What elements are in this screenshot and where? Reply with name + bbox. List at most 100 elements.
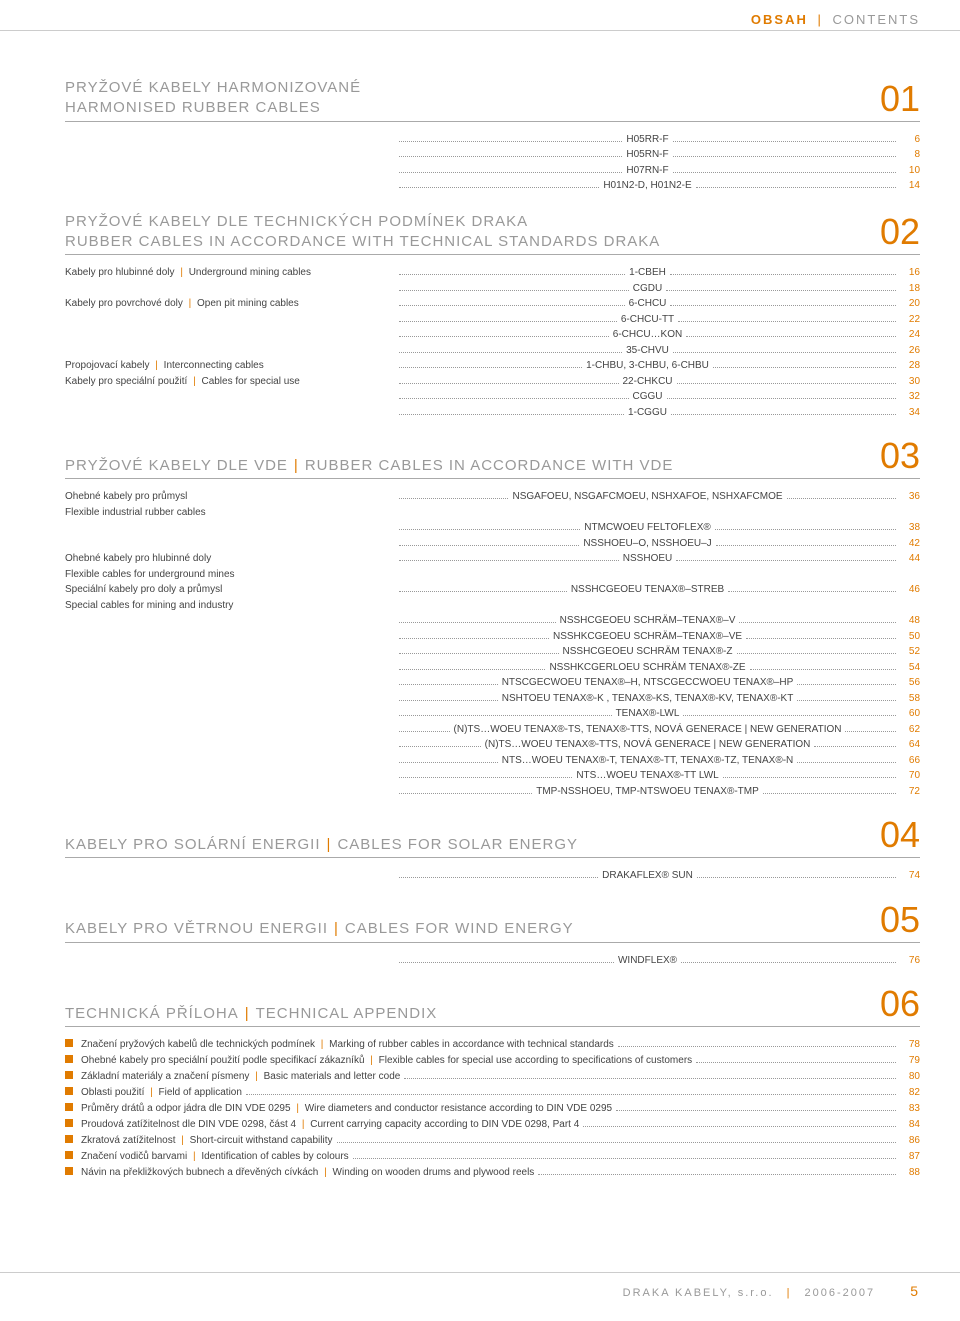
toc-product: 1-CGGU xyxy=(628,405,667,421)
bullet-icon xyxy=(65,1151,73,1159)
toc-product: (N)TS…WOEU TENAX®-TTS, NOVÁ GENERACE | N… xyxy=(485,737,811,753)
toc-product: (N)TS…WOEU TENAX®-TS, TENAX®-TTS, NOVÁ G… xyxy=(454,722,842,738)
section-number: 03 xyxy=(870,438,920,476)
toc-page: 22 xyxy=(900,312,920,328)
appendix-page: 87 xyxy=(900,1149,920,1165)
toc-line: Kabely pro hlubinné doly | Underground m… xyxy=(65,265,920,281)
toc-product: NSSHCGEOEU SCHRÄM TENAX®-Z xyxy=(563,644,733,660)
toc-line: NTS…WOEU TENAX®-T, TENAX®-TT, TENAX®-TZ,… xyxy=(65,753,920,769)
toc-line: Kabely pro povrchové doly | Open pit min… xyxy=(65,296,920,312)
toc-line: H05RR-F6 xyxy=(65,132,920,148)
toc-line: H05RN-F 8 xyxy=(65,147,920,163)
appendix-line: Základní materiály a značení písmeny | B… xyxy=(65,1069,920,1085)
toc-line: NSSHKCGERLOEU SCHRÄM TENAX®-ZE 54 xyxy=(65,660,920,676)
toc-left-sub: Special cables for mining and industry xyxy=(65,598,395,614)
toc-page: 32 xyxy=(900,389,920,405)
section-number: 04 xyxy=(870,817,920,855)
section-header: KABELY PRO VĚTRNOU ENERGII|CABLES FOR WI… xyxy=(65,902,920,940)
toc-product: TMP-NSSHOEU, TMP-NTSWOEU TENAX®-TMP xyxy=(536,784,759,800)
toc-line: TMP-NSSHOEU, TMP-NTSWOEU TENAX®-TMP72 xyxy=(65,784,920,800)
toc-line: NTS…WOEU TENAX®-TT LWL 70 xyxy=(65,768,920,784)
section-number: 02 xyxy=(870,214,920,252)
footer-year: 2006-2007 xyxy=(805,1287,876,1299)
appendix-line: Značení vodičů barvami | Identification … xyxy=(65,1149,920,1165)
bullet-icon xyxy=(65,1039,73,1047)
toc-page: 50 xyxy=(900,629,920,645)
toc-product: NSSHCGEOEU SCHRÄM–TENAX®–V xyxy=(560,613,736,629)
toc-product: DRAKAFLEX® SUN xyxy=(602,868,693,884)
page-footer: DRAKA KABELY, s.r.o. | 2006-2007 5 xyxy=(0,1283,960,1299)
toc-page: 38 xyxy=(900,520,920,536)
bullet-icon xyxy=(65,1071,73,1079)
toc-product: NSHTOEU TENAX®-K , TENAX®-KS, TENAX®-KV,… xyxy=(502,691,794,707)
toc-product: 6-CHCU…KON xyxy=(613,327,682,343)
section-number: 06 xyxy=(870,986,920,1024)
toc-product: H05RN-F xyxy=(626,147,668,163)
toc-product: NSSHKCGEOEU SCHRÄM–TENAX®–VE xyxy=(553,629,742,645)
toc-product: NTMCWOEU FELTOFLEX® xyxy=(584,520,710,536)
appendix-page: 86 xyxy=(900,1133,920,1149)
toc-subtitle: Flexible cables for underground mines xyxy=(65,567,920,583)
bullet-icon xyxy=(65,1135,73,1143)
toc-line: 6-CHCU-TT 22 xyxy=(65,312,920,328)
toc-product: NSSHOEU xyxy=(623,551,672,567)
appendix-line: Značení pryžových kabelů dle technických… xyxy=(65,1037,920,1053)
section-header: PRYŽOVÉ KABELY HARMONIZOVANÉHARMONISED R… xyxy=(65,78,920,119)
toc-left: Kabely pro povrchové doly | Open pit min… xyxy=(65,296,395,312)
toc-left: Ohebné kabely pro hlubinné doly xyxy=(65,551,395,567)
toc-page: 34 xyxy=(900,405,920,421)
toc-product: 6-CHCU-TT xyxy=(621,312,674,328)
section-number: 01 xyxy=(870,81,920,119)
toc-page: 8 xyxy=(900,147,920,163)
toc-line: CGGU32 xyxy=(65,389,920,405)
appendix-page: 88 xyxy=(900,1165,920,1181)
toc-page: 6 xyxy=(900,132,920,148)
toc-product: NTS…WOEU TENAX®-TT LWL xyxy=(576,768,718,784)
footer-sep: | xyxy=(787,1287,792,1299)
toc-line: NSSHKCGEOEU SCHRÄM–TENAX®–VE 50 xyxy=(65,629,920,645)
appendix-line: Průměry drátů a odpor jádra dle DIN VDE … xyxy=(65,1101,920,1117)
toc-left: Propojovací kabely | Interconnecting cab… xyxy=(65,358,395,374)
toc-product: CGDU xyxy=(633,281,662,297)
toc-product: 1-CBEH xyxy=(629,265,666,281)
header-sep: | xyxy=(817,12,822,27)
toc-left: Kabely pro speciální použití | Cables fo… xyxy=(65,374,395,390)
toc-line: NSHTOEU TENAX®-K , TENAX®-KS, TENAX®-KV,… xyxy=(65,691,920,707)
toc-page: 36 xyxy=(900,489,920,505)
toc-page: 64 xyxy=(900,737,920,753)
toc-page: 14 xyxy=(900,178,920,194)
toc-line: NTMCWOEU FELTOFLEX® 38 xyxy=(65,520,920,536)
toc-line: TENAX®-LWL60 xyxy=(65,706,920,722)
bullet-icon xyxy=(65,1103,73,1111)
toc-line: WINDFLEX®76 xyxy=(65,953,920,969)
appendix-text: Oblasti použití | Field of application xyxy=(81,1085,242,1101)
toc-page: 66 xyxy=(900,753,920,769)
appendix-page: 79 xyxy=(900,1053,920,1069)
toc-line: 6-CHCU…KON 24 xyxy=(65,327,920,343)
page-header: OBSAH | CONTENTS xyxy=(751,12,920,27)
appendix-text: Proudová zatížitelnost dle DIN VDE 0298,… xyxy=(81,1117,579,1133)
toc-page: 30 xyxy=(900,374,920,390)
toc-line: Propojovací kabely | Interconnecting cab… xyxy=(65,358,920,374)
toc-line: DRAKAFLEX® SUN74 xyxy=(65,868,920,884)
appendix-text: Ohebné kabely pro speciální použití podl… xyxy=(81,1053,692,1069)
toc-page: 24 xyxy=(900,327,920,343)
toc-line: Kabely pro speciální použití | Cables fo… xyxy=(65,374,920,390)
appendix-text: Návin na překližkových bubnech a dřevěný… xyxy=(81,1165,534,1181)
appendix-line: Ohebné kabely pro speciální použití podl… xyxy=(65,1053,920,1069)
toc-line: NSSHCGEOEU SCHRÄM–TENAX®–V48 xyxy=(65,613,920,629)
toc-page: 54 xyxy=(900,660,920,676)
toc-line: 1-CGGU 34 xyxy=(65,405,920,421)
toc-page: 70 xyxy=(900,768,920,784)
toc-product: NSSHKCGERLOEU SCHRÄM TENAX®-ZE xyxy=(549,660,745,676)
toc-product: 1-CHBU, 3-CHBU, 6-CHBU xyxy=(586,358,709,374)
header-right: CONTENTS xyxy=(833,12,921,27)
toc-page: 28 xyxy=(900,358,920,374)
appendix-line: Návin na překližkových bubnech a dřevěný… xyxy=(65,1165,920,1181)
toc-subtitle: Flexible industrial rubber cables xyxy=(65,505,920,521)
appendix-page: 80 xyxy=(900,1069,920,1085)
toc-left: Speciální kabely pro doly a průmysl xyxy=(65,582,395,598)
bullet-icon xyxy=(65,1055,73,1063)
toc-line: CGDU18 xyxy=(65,281,920,297)
appendix-page: 84 xyxy=(900,1117,920,1133)
